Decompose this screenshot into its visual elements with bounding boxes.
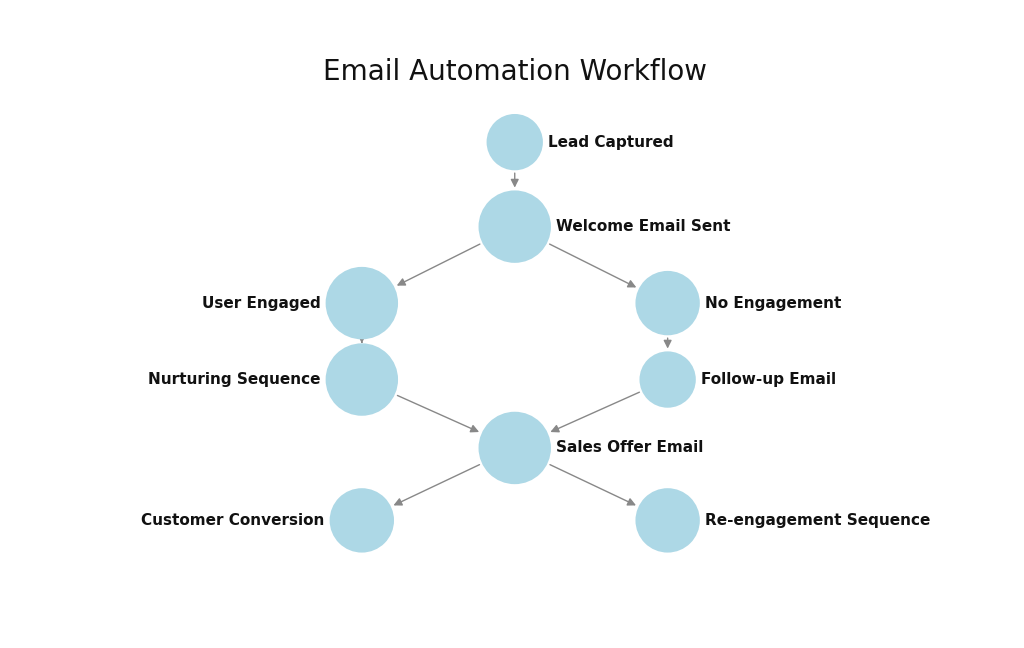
Text: Email Automation Workflow: Email Automation Workflow [323,58,707,86]
Text: Welcome Email Sent: Welcome Email Sent [556,219,730,234]
Text: Sales Offer Email: Sales Offer Email [556,441,703,456]
Text: No Engagement: No Engagement [705,295,841,310]
Circle shape [639,351,696,408]
Text: User Engaged: User Engaged [202,295,321,310]
Text: Lead Captured: Lead Captured [548,135,674,150]
Circle shape [486,114,543,170]
Circle shape [326,343,398,416]
Text: Customer Conversion: Customer Conversion [141,513,325,528]
Circle shape [636,488,699,553]
Circle shape [326,267,398,340]
Circle shape [636,271,699,335]
Circle shape [330,488,394,553]
Circle shape [478,191,551,263]
Text: Re-engagement Sequence: Re-engagement Sequence [705,513,930,528]
Text: Nurturing Sequence: Nurturing Sequence [148,372,321,387]
Circle shape [478,411,551,484]
Text: Follow-up Email: Follow-up Email [700,372,836,387]
